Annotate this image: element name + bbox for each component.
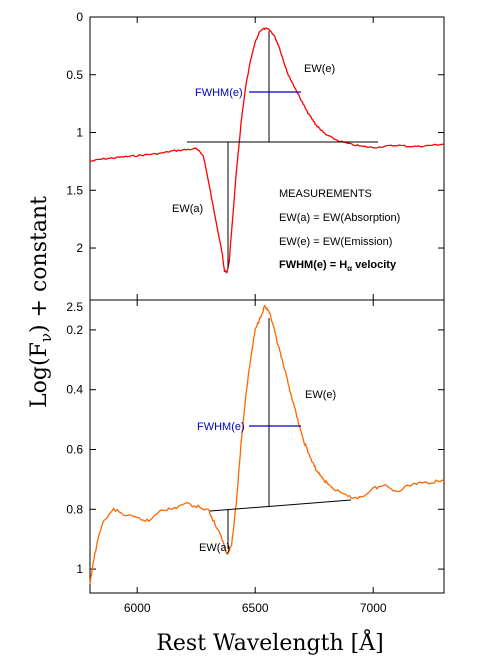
bottom-panel: 0.2 0.4 0.6 0.8 1 2.5 FWHM(e) EW(e) EW(a) [66, 299, 445, 594]
top-fwhm-label: FWHM(e) [195, 87, 243, 99]
bottom-corner-label: 2.5 [66, 300, 83, 314]
x-axis-title: Rest Wavelength [Å] [156, 628, 383, 656]
bottom-ytick-label-2: 0.6 [66, 442, 83, 456]
bottom-ytick-label-1: 0.4 [66, 383, 83, 397]
top-ytick-label-2: 1 [76, 126, 83, 140]
measurements-line-1: EW(a) = EW(Absorption) [279, 212, 400, 224]
bottom-fwhm-label: FWHM(e) [197, 421, 245, 433]
measurements-line-2: EW(e) = EW(Emission) [279, 236, 392, 248]
bottom-continuum-line [209, 499, 352, 512]
bottom-ytick-label-0: 0.2 [66, 323, 83, 337]
top-spectrum-line [89, 27, 445, 274]
bottom-panel-frame [89, 299, 445, 594]
top-ew-e-label: EW(e) [304, 63, 335, 75]
xtick-label-0: 6000 [124, 601, 151, 615]
top-ytick-label-1: 0.5 [66, 68, 83, 82]
top-ytick-label-3: 1.5 [66, 183, 83, 197]
bottom-ew-a-label: EW(a) [199, 542, 230, 554]
y-axis-title: Log(Fν) + constant [27, 196, 55, 408]
bottom-ytick-label-4: 1 [76, 562, 83, 576]
top-panel: 0 0.5 1 1.5 2 FWHM(e) EW(e) EW(a) MEASUREMEN… [66, 10, 445, 301]
top-panel-frame [89, 16, 445, 301]
top-ytick-label-0: 0 [76, 10, 83, 24]
measurements-line-3: FWHM(e) = Hα velocity [279, 259, 397, 273]
xtick-label-1: 6500 [242, 601, 269, 615]
xtick-label-2: 7000 [360, 601, 387, 615]
measurements-title: MEASUREMENTS [279, 188, 372, 200]
top-ew-a-label: EW(a) [172, 203, 203, 215]
bottom-ytick-label-3: 0.8 [66, 502, 83, 516]
bottom-ew-e-label: EW(e) [305, 389, 336, 401]
bottom-spectrum-line [89, 304, 445, 585]
top-ytick-label-4: 2 [76, 241, 83, 255]
